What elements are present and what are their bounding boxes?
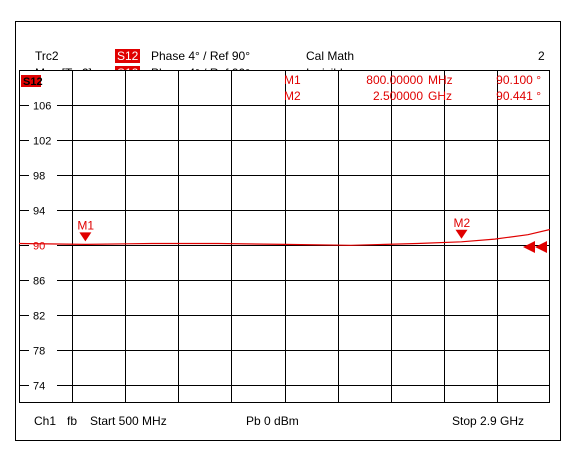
y-tick-labels: 106 102 98 94 90 86 82 78 74 <box>19 98 57 393</box>
y-tick-bg <box>21 343 57 357</box>
marker-m1-freq: 800.00000 <box>366 73 423 87</box>
marker-m2-unit: GHz <box>428 89 452 103</box>
plot-border <box>19 70 550 403</box>
start-frequency[interactable]: Start 500 MHz <box>90 414 167 428</box>
y-tick-label: 106 <box>33 101 51 113</box>
sweep-mode: fb <box>67 414 78 428</box>
marker-m2-triangle-icon[interactable] <box>455 229 468 239</box>
marker-readouts: M1 800.00000 MHz 90.100 ° M2 2.500000 GH… <box>284 73 541 103</box>
reference-arrow-icon[interactable] <box>523 241 535 253</box>
y-tick-bg <box>21 168 57 182</box>
trace-label[interactable]: Trc2 <box>35 49 59 63</box>
param-badge-trace[interactable]: S12 <box>115 49 141 63</box>
trace-diagram[interactable]: 106 102 98 94 90 86 82 78 74 M1 M2 S12 M1 800.000… <box>19 70 550 403</box>
grid-lines <box>19 70 550 403</box>
y-tick-bg <box>21 308 57 322</box>
y-tick-bg <box>21 378 57 392</box>
format-scale-trace[interactable]: Phase 4° / Ref 90° <box>151 49 250 63</box>
marker-m1-value: 90.100 ° <box>496 73 541 87</box>
y-tick-bg <box>21 203 57 217</box>
marker-m2-name: M2 <box>284 89 301 103</box>
channel-count: 2 <box>538 49 545 63</box>
y-tick-label: 74 <box>33 381 45 393</box>
reference-arrow-icon-2[interactable] <box>535 241 547 253</box>
y-tick-label: 78 <box>33 346 45 358</box>
trace-line[interactable] <box>19 228 550 246</box>
y-tick-label: 102 <box>33 136 51 148</box>
marker-m1-triangle-icon[interactable] <box>79 232 92 242</box>
y-tick-bg <box>21 133 57 147</box>
y-tick-bg <box>21 273 57 287</box>
y-tick-label: 86 <box>33 276 45 288</box>
trace-layer <box>19 228 550 246</box>
y-tick-label: 98 <box>33 171 45 183</box>
marker-m2-label[interactable]: M2 <box>454 216 471 230</box>
marker-m1-unit: MHz <box>428 73 453 87</box>
y-tick-bg <box>21 98 57 112</box>
source-power[interactable]: Pb 0 dBm <box>246 414 299 428</box>
markers-layer: M1 M2 <box>77 216 470 242</box>
y-tick-bg <box>21 238 57 252</box>
y-tick-label: 82 <box>33 311 45 323</box>
active-trace-badge-bg <box>21 75 41 87</box>
marker-m2-value: 90.441 ° <box>496 89 541 103</box>
channel-label[interactable]: Ch1 <box>34 414 57 428</box>
stop-frequency[interactable]: Stop 2.9 GHz <box>452 414 525 428</box>
cal-status: Cal Math <box>306 49 355 63</box>
marker-m1-label[interactable]: M1 <box>77 218 94 232</box>
y-tick-label: 90 <box>33 241 45 253</box>
marker-m2-freq: 2.500000 <box>373 89 423 103</box>
active-trace-badge[interactable]: S12 <box>23 76 43 88</box>
marker-m1-name: M1 <box>284 73 301 87</box>
y-tick-label: 94 <box>33 206 45 218</box>
